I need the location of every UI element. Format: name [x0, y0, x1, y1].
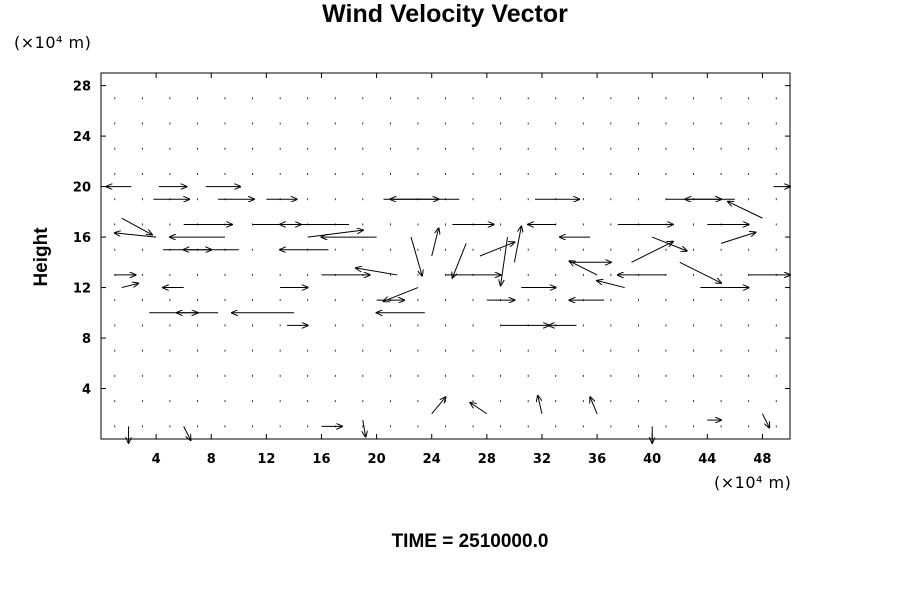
background-vector-field: [114, 97, 777, 428]
time-label: TIME = 2510000.0: [391, 531, 549, 552]
vector-arrow: [728, 202, 763, 219]
vector-arrow: [431, 228, 439, 257]
x-tick-label: 36: [588, 452, 606, 467]
vector-arrow: [501, 236, 509, 285]
vector-arrow: [452, 243, 467, 277]
vector-arrow: [470, 403, 488, 415]
y-tick-label: 4: [82, 383, 91, 398]
vector-arrow: [115, 233, 157, 238]
y-tick-label: 12: [73, 282, 91, 297]
vector-arrow: [307, 230, 363, 238]
y-tick-label: 24: [73, 130, 91, 145]
vector-arrow: [590, 397, 598, 414]
x-tick-label: 4: [152, 452, 161, 467]
vector-arrow: [363, 419, 366, 437]
y-tick-label: 20: [73, 181, 91, 196]
y-unit-label: (×10⁴ m): [14, 33, 92, 52]
x-unit-label: (×10⁴ m): [714, 473, 792, 492]
vector-arrow: [410, 236, 422, 276]
vector-arrow: [513, 226, 521, 263]
chart-title: Wind Velocity Vector: [322, 0, 568, 28]
vector-arrow: [570, 261, 598, 276]
y-tick-label: 16: [73, 231, 91, 246]
vector-arrow: [720, 232, 755, 244]
y-tick-label: 8: [82, 332, 91, 347]
x-tick-label: 48: [753, 452, 771, 467]
x-tick-label: 32: [533, 452, 551, 467]
x-tick-label: 40: [643, 452, 661, 467]
x-tick-label: 28: [478, 452, 496, 467]
x-tick-label: 24: [423, 452, 441, 467]
vector-arrow: [679, 261, 721, 283]
vector-arrow: [383, 287, 419, 302]
y-axis-label: Height: [31, 227, 52, 287]
vector-arrow: [121, 283, 139, 289]
x-tick-label: 16: [312, 452, 330, 467]
vector-arrow: [538, 396, 543, 414]
plot-frame: [100, 72, 791, 440]
vector-arrow: [597, 281, 625, 289]
vector-arrow: [431, 397, 446, 415]
y-tick-label: 28: [73, 80, 91, 95]
vector-arrow: [652, 236, 686, 251]
vector-arrow: [631, 242, 673, 263]
vector-arrow: [356, 268, 398, 276]
vector-arrow: [479, 242, 514, 257]
x-tick-label: 8: [207, 452, 216, 467]
vector-arrow: [121, 217, 152, 235]
x-tick-label: 12: [257, 452, 275, 467]
x-tick-label: 44: [698, 452, 716, 467]
x-tick-label: 20: [368, 452, 386, 467]
vector-arrows: [107, 187, 790, 443]
vector-arrow: [183, 426, 191, 440]
vector-arrow: [761, 413, 769, 428]
